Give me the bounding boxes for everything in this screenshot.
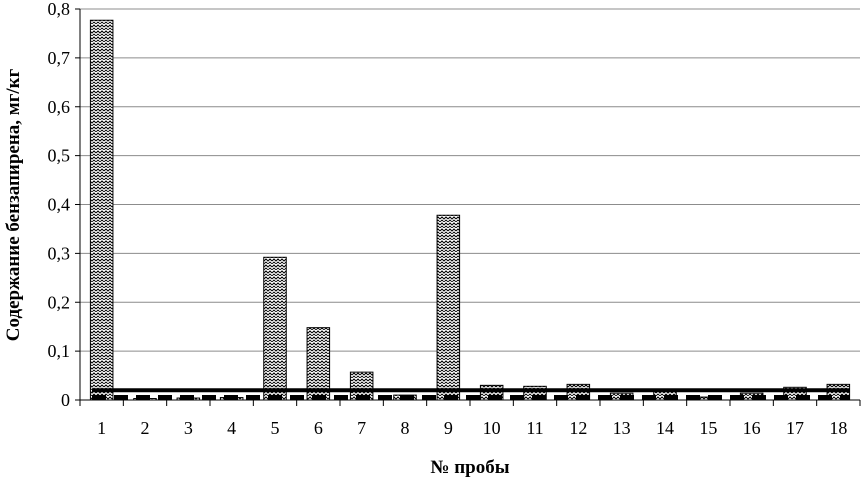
y-tick-label: 0,6: [48, 97, 71, 117]
bar: [263, 256, 287, 401]
y-tick-label: 0,5: [48, 146, 71, 166]
y-tick-label: 0: [61, 390, 70, 410]
x-tick-label: 10: [483, 418, 501, 438]
x-axis-title: № пробы: [430, 457, 509, 478]
bar: [89, 19, 114, 401]
x-tick-label: 9: [444, 418, 453, 438]
y-tick-label: 0,3: [48, 243, 71, 263]
y-tick-label: 0,8: [48, 0, 71, 19]
bars: [89, 19, 851, 401]
y-tick-label: 0,7: [48, 48, 71, 68]
gridlines: [80, 8, 860, 352]
tick-labels: 00,10,20,30,40,50,60,70,81 2 3 4 5 6 7 8 9 10 11 12…: [48, 0, 848, 438]
x-tick-label: 2: [141, 418, 150, 438]
y-axis-title: Содержание бензапирена, мг/кг: [3, 68, 24, 341]
x-tick-label: 8: [401, 418, 410, 438]
axes: [75, 8, 861, 406]
x-tick-label: 7: [357, 418, 366, 438]
x-tick-label: 4: [227, 418, 236, 438]
reference-lines: [92, 388, 850, 401]
x-tick-label: 1: [97, 418, 106, 438]
x-tick-label: 3: [184, 418, 193, 438]
x-tick-label: 15: [699, 418, 717, 438]
x-tick-label: 16: [743, 418, 761, 438]
x-tick-label: 5: [271, 418, 280, 438]
bar: [436, 214, 461, 401]
y-tick-label: 0,2: [48, 292, 71, 312]
x-tick-label: 13: [613, 418, 631, 438]
x-tick-label: 14: [656, 418, 674, 438]
x-tick-label: 17: [786, 418, 804, 438]
x-tick-label: 12: [569, 418, 587, 438]
y-tick-label: 0,1: [48, 341, 71, 361]
x-tick-label: 18: [829, 418, 847, 438]
y-tick-label: 0,4: [48, 195, 71, 215]
x-tick-label: 11: [526, 418, 543, 438]
x-tick-label: 6: [314, 418, 323, 438]
